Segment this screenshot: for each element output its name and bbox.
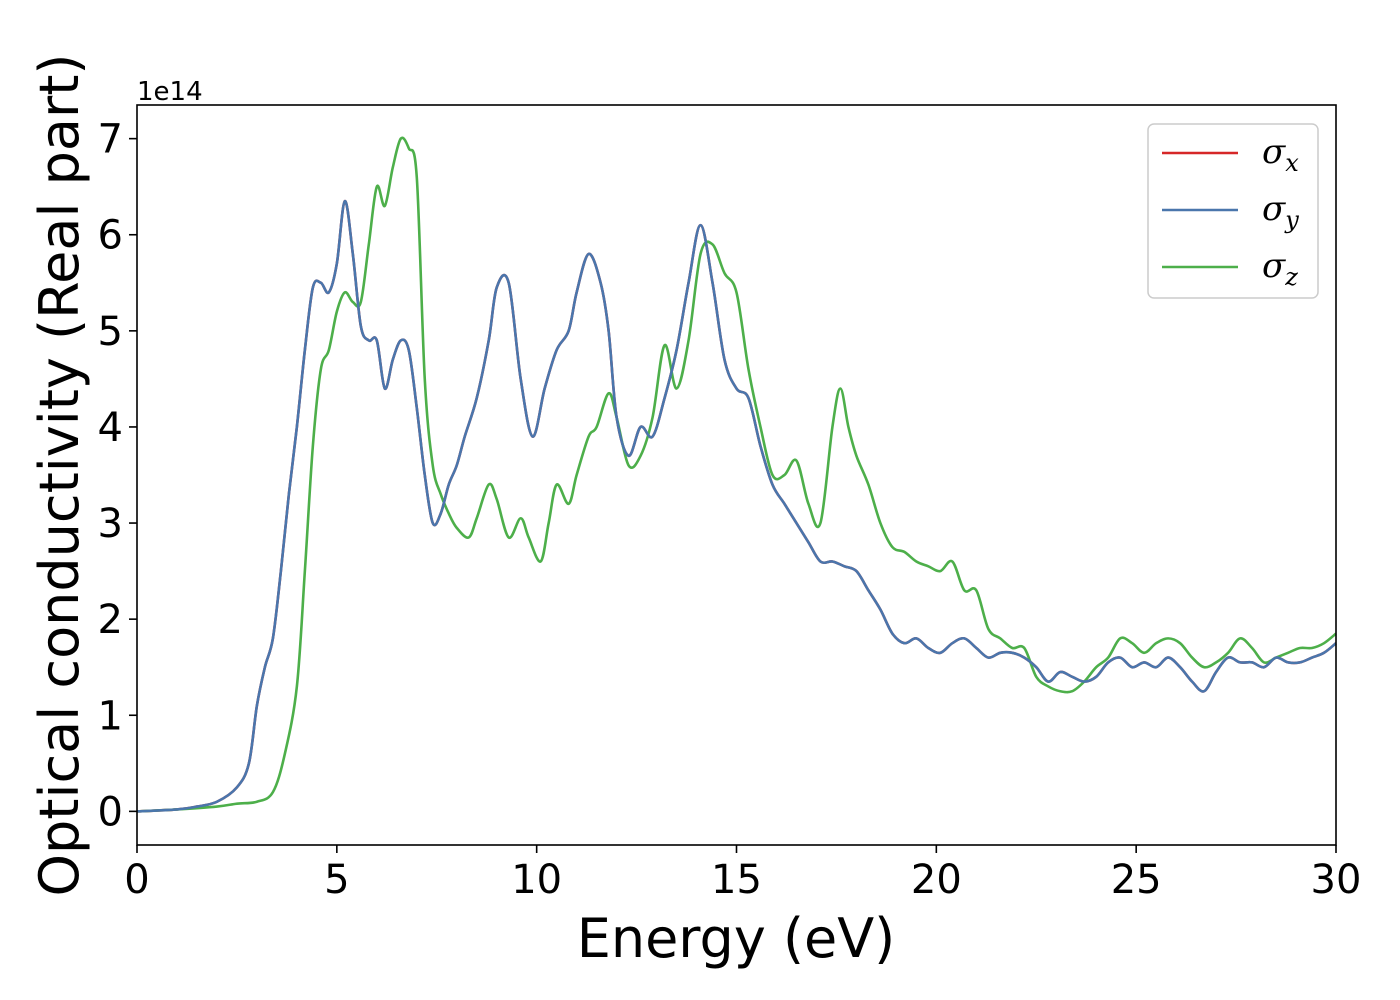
ticks-layer: 0 5 10 15 20 25 30 0 1 2 3 4 5 6 7 (98, 117, 1362, 903)
y-tick-label: 5 (98, 309, 123, 355)
y-tick-label: 4 (98, 405, 123, 451)
y-tick-label: 1 (98, 693, 123, 739)
series-line-y (136, 199, 1337, 813)
y-tick-label: 6 (98, 213, 123, 259)
series-layer (136, 136, 1337, 813)
y-tick-label: 2 (98, 597, 123, 643)
x-tick-label: 15 (711, 857, 762, 903)
y-tick-label: 7 (98, 117, 123, 163)
x-tick-label: 30 (1311, 857, 1362, 903)
offset-label: 1e14 (137, 77, 203, 107)
legend-label-x: σx (1262, 132, 1299, 177)
legend-label-y: σy (1262, 189, 1299, 234)
x-tick-label: 25 (1111, 857, 1162, 903)
series-line-z (136, 136, 1337, 813)
x-tick-label: 20 (911, 857, 962, 903)
x-tick-label: 0 (124, 857, 149, 903)
x-axis-title: Energy (eV) (577, 907, 896, 970)
y-tick-label: 3 (98, 501, 123, 547)
y-axis-title: Optical conductivity (Real part) (28, 54, 91, 897)
x-tick-label: 10 (511, 857, 562, 903)
y-tick-label: 0 (98, 789, 123, 835)
x-tick-label: 5 (324, 857, 349, 903)
